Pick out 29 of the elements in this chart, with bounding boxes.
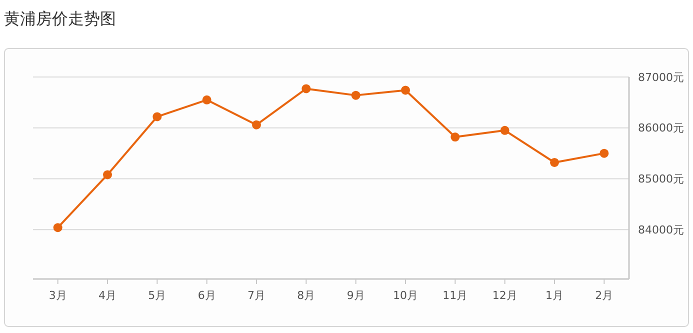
x-tick-label: 2月 [595, 289, 614, 302]
x-tick-label: 9月 [346, 289, 365, 302]
x-tick-label: 12月 [492, 289, 518, 302]
point [252, 120, 261, 130]
point [550, 158, 559, 167]
point [600, 148, 609, 158]
point [450, 132, 460, 142]
x-tick-label: 4月 [98, 289, 116, 302]
point [500, 126, 510, 135]
chart-title: 黄浦房价走势图 [4, 9, 116, 28]
x-tick-label: 1月 [546, 289, 564, 302]
point [103, 170, 112, 180]
x-tick-label: 8月 [297, 289, 316, 302]
x-tick-label: 11月 [442, 289, 468, 302]
y-tick-label: 84000元 [638, 223, 684, 236]
x-tick-label: 10月 [393, 289, 418, 302]
point [401, 86, 410, 95]
y-tick-label: 85000元 [638, 172, 684, 186]
point [53, 223, 62, 232]
x-tick-label: 5月 [148, 289, 166, 302]
y-tick-label: 86000元 [638, 122, 684, 135]
x-tick-label: 6月 [198, 289, 216, 302]
point [202, 95, 212, 104]
point [302, 84, 311, 94]
y-tick-label: 87000元 [638, 70, 684, 84]
x-tick-label: 7月 [248, 289, 266, 302]
point [152, 112, 162, 122]
x-tick-label: 3月 [48, 289, 67, 302]
point [351, 90, 360, 100]
